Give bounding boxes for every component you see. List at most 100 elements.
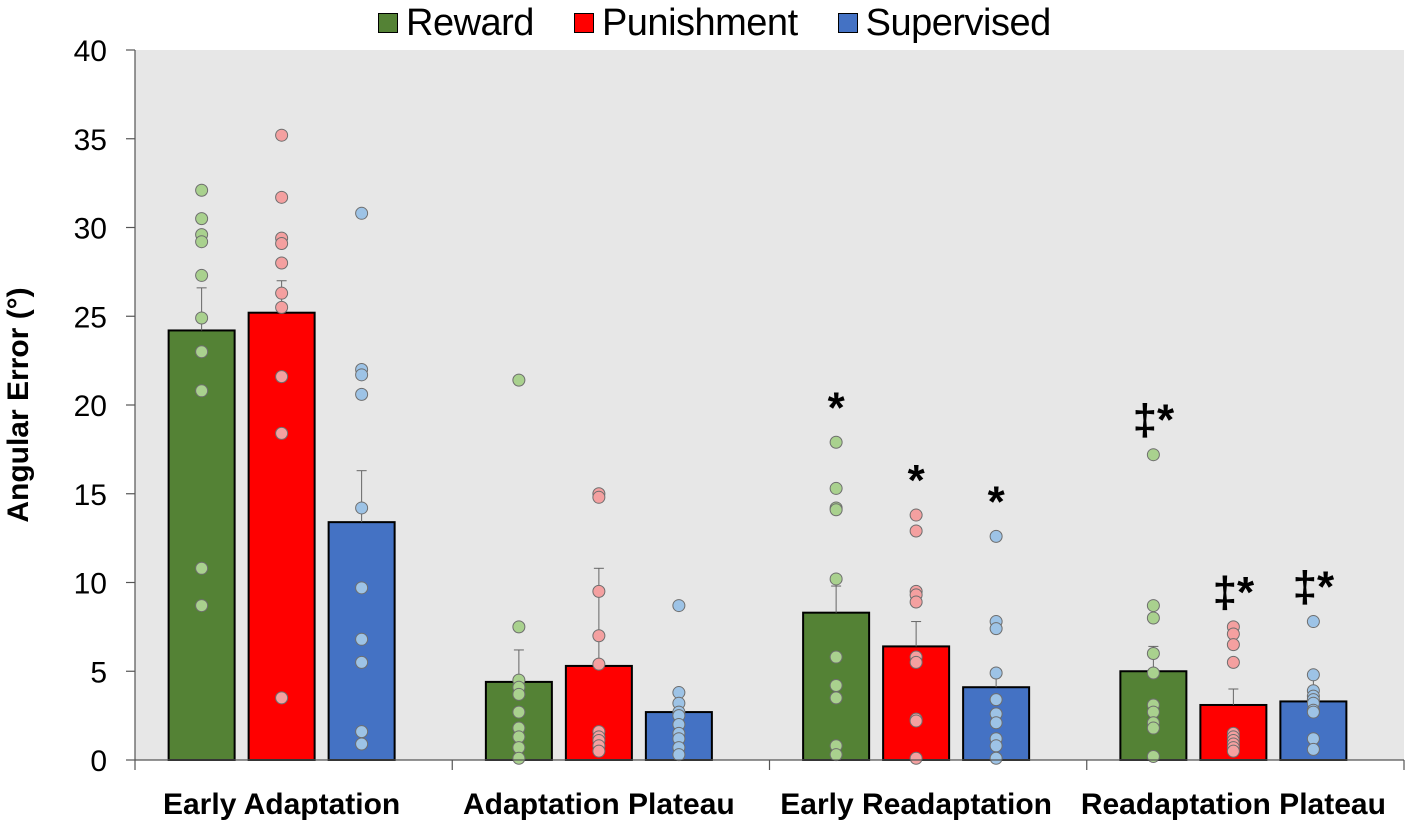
data-point-reward <box>829 503 843 517</box>
y-tick-label: 20 <box>74 390 107 423</box>
data-point-reward <box>195 212 209 226</box>
data-point-supervised <box>989 751 1003 765</box>
y-tick-label: 30 <box>74 213 107 246</box>
legend-label-reward: Reward <box>406 1 534 44</box>
data-point-supervised <box>355 368 369 382</box>
data-point-punishment <box>275 691 289 705</box>
y-tick-label: 25 <box>74 301 107 334</box>
data-point-reward <box>512 751 526 765</box>
data-point-supervised <box>355 655 369 669</box>
data-point-supervised <box>355 632 369 646</box>
data-point-punishment <box>592 629 606 643</box>
data-point-supervised <box>989 739 1003 753</box>
data-point-reward <box>829 691 843 705</box>
plot-background <box>135 50 1404 760</box>
data-point-punishment <box>592 657 606 671</box>
data-point-reward <box>829 650 843 664</box>
y-tick-label: 35 <box>74 124 107 157</box>
legend: Reward Punishment Supervised <box>378 0 1051 46</box>
data-point-supervised <box>672 599 686 613</box>
significance-marker: ‡* <box>1293 563 1335 612</box>
data-point-reward <box>195 235 209 249</box>
data-point-punishment <box>275 286 289 300</box>
x-tick-label: Early Readaptation <box>780 788 1052 821</box>
x-tick-label: Early Adaptation <box>163 788 400 821</box>
data-point-reward <box>829 572 843 586</box>
data-point-punishment <box>909 714 923 728</box>
data-point-reward <box>1146 749 1160 763</box>
x-tick-label: Adaptation Plateau <box>463 788 735 821</box>
data-point-supervised <box>1306 668 1320 682</box>
data-point-reward <box>829 435 843 449</box>
significance-marker: ‡* <box>1213 568 1255 617</box>
data-point-reward <box>195 345 209 359</box>
data-point-reward <box>829 748 843 762</box>
y-tick-label: 0 <box>90 745 107 778</box>
legend-swatch-punishment <box>573 13 594 33</box>
data-point-punishment <box>909 508 923 522</box>
data-point-punishment <box>909 595 923 609</box>
legend-swatch-reward <box>378 13 398 33</box>
data-point-supervised <box>355 581 369 595</box>
y-tick-label: 10 <box>74 568 107 601</box>
data-point-reward <box>512 620 526 634</box>
data-point-punishment <box>909 524 923 538</box>
data-point-punishment <box>592 490 606 504</box>
data-point-reward <box>1146 611 1160 625</box>
data-point-reward <box>1146 647 1160 660</box>
data-point-punishment <box>592 744 606 758</box>
significance-marker: * <box>988 477 1006 526</box>
data-point-reward <box>195 561 209 575</box>
data-point-reward <box>195 268 209 282</box>
legend-label-punishment: Punishment <box>601 1 798 44</box>
data-point-supervised <box>989 529 1003 543</box>
data-point-supervised <box>355 501 369 515</box>
data-point-supervised <box>355 725 369 739</box>
data-point-punishment <box>275 300 289 314</box>
data-point-reward <box>512 687 526 701</box>
significance-marker: * <box>828 383 846 432</box>
data-point-supervised <box>672 748 686 762</box>
data-point-reward <box>195 599 209 613</box>
data-point-punishment <box>275 128 289 142</box>
data-point-reward <box>829 678 843 692</box>
data-point-reward <box>1146 448 1160 462</box>
data-point-punishment <box>275 190 289 204</box>
legend-item-supervised: Supervised <box>837 1 1052 45</box>
data-point-supervised <box>989 716 1003 730</box>
x-tick-label: Readaptation Plateau <box>1081 788 1386 821</box>
legend-swatch-supervised <box>837 13 858 33</box>
y-tick-label: 15 <box>74 479 107 512</box>
y-tick-label: 5 <box>90 656 107 689</box>
data-point-supervised <box>989 693 1003 707</box>
legend-label-supervised: Supervised <box>865 1 1052 44</box>
data-point-reward <box>1146 599 1160 613</box>
data-point-punishment <box>1226 655 1240 669</box>
data-point-reward <box>512 373 526 387</box>
legend-item-reward: Reward <box>378 2 534 45</box>
legend-item-punishment: Punishment <box>573 1 798 45</box>
data-point-supervised <box>355 387 369 401</box>
data-point-supervised <box>355 206 369 220</box>
data-point-reward <box>195 311 209 325</box>
data-point-reward <box>1146 666 1160 680</box>
data-point-reward <box>195 384 209 398</box>
data-point-punishment <box>275 256 289 270</box>
data-point-reward <box>829 481 843 495</box>
significance-marker: ‡* <box>1133 396 1175 445</box>
data-point-supervised <box>989 666 1003 680</box>
y-axis-title: Angular Error (°) <box>2 287 35 522</box>
data-point-punishment <box>592 584 606 598</box>
data-point-punishment <box>909 655 923 669</box>
y-tick-label: 40 <box>74 35 107 68</box>
data-point-supervised <box>1306 705 1320 719</box>
data-point-punishment <box>275 426 289 440</box>
data-point-reward <box>195 183 209 197</box>
data-point-supervised <box>989 622 1003 636</box>
data-point-reward <box>1146 721 1160 735</box>
data-point-punishment <box>1226 744 1240 758</box>
data-point-supervised <box>1306 615 1320 629</box>
data-point-supervised <box>1306 742 1320 756</box>
